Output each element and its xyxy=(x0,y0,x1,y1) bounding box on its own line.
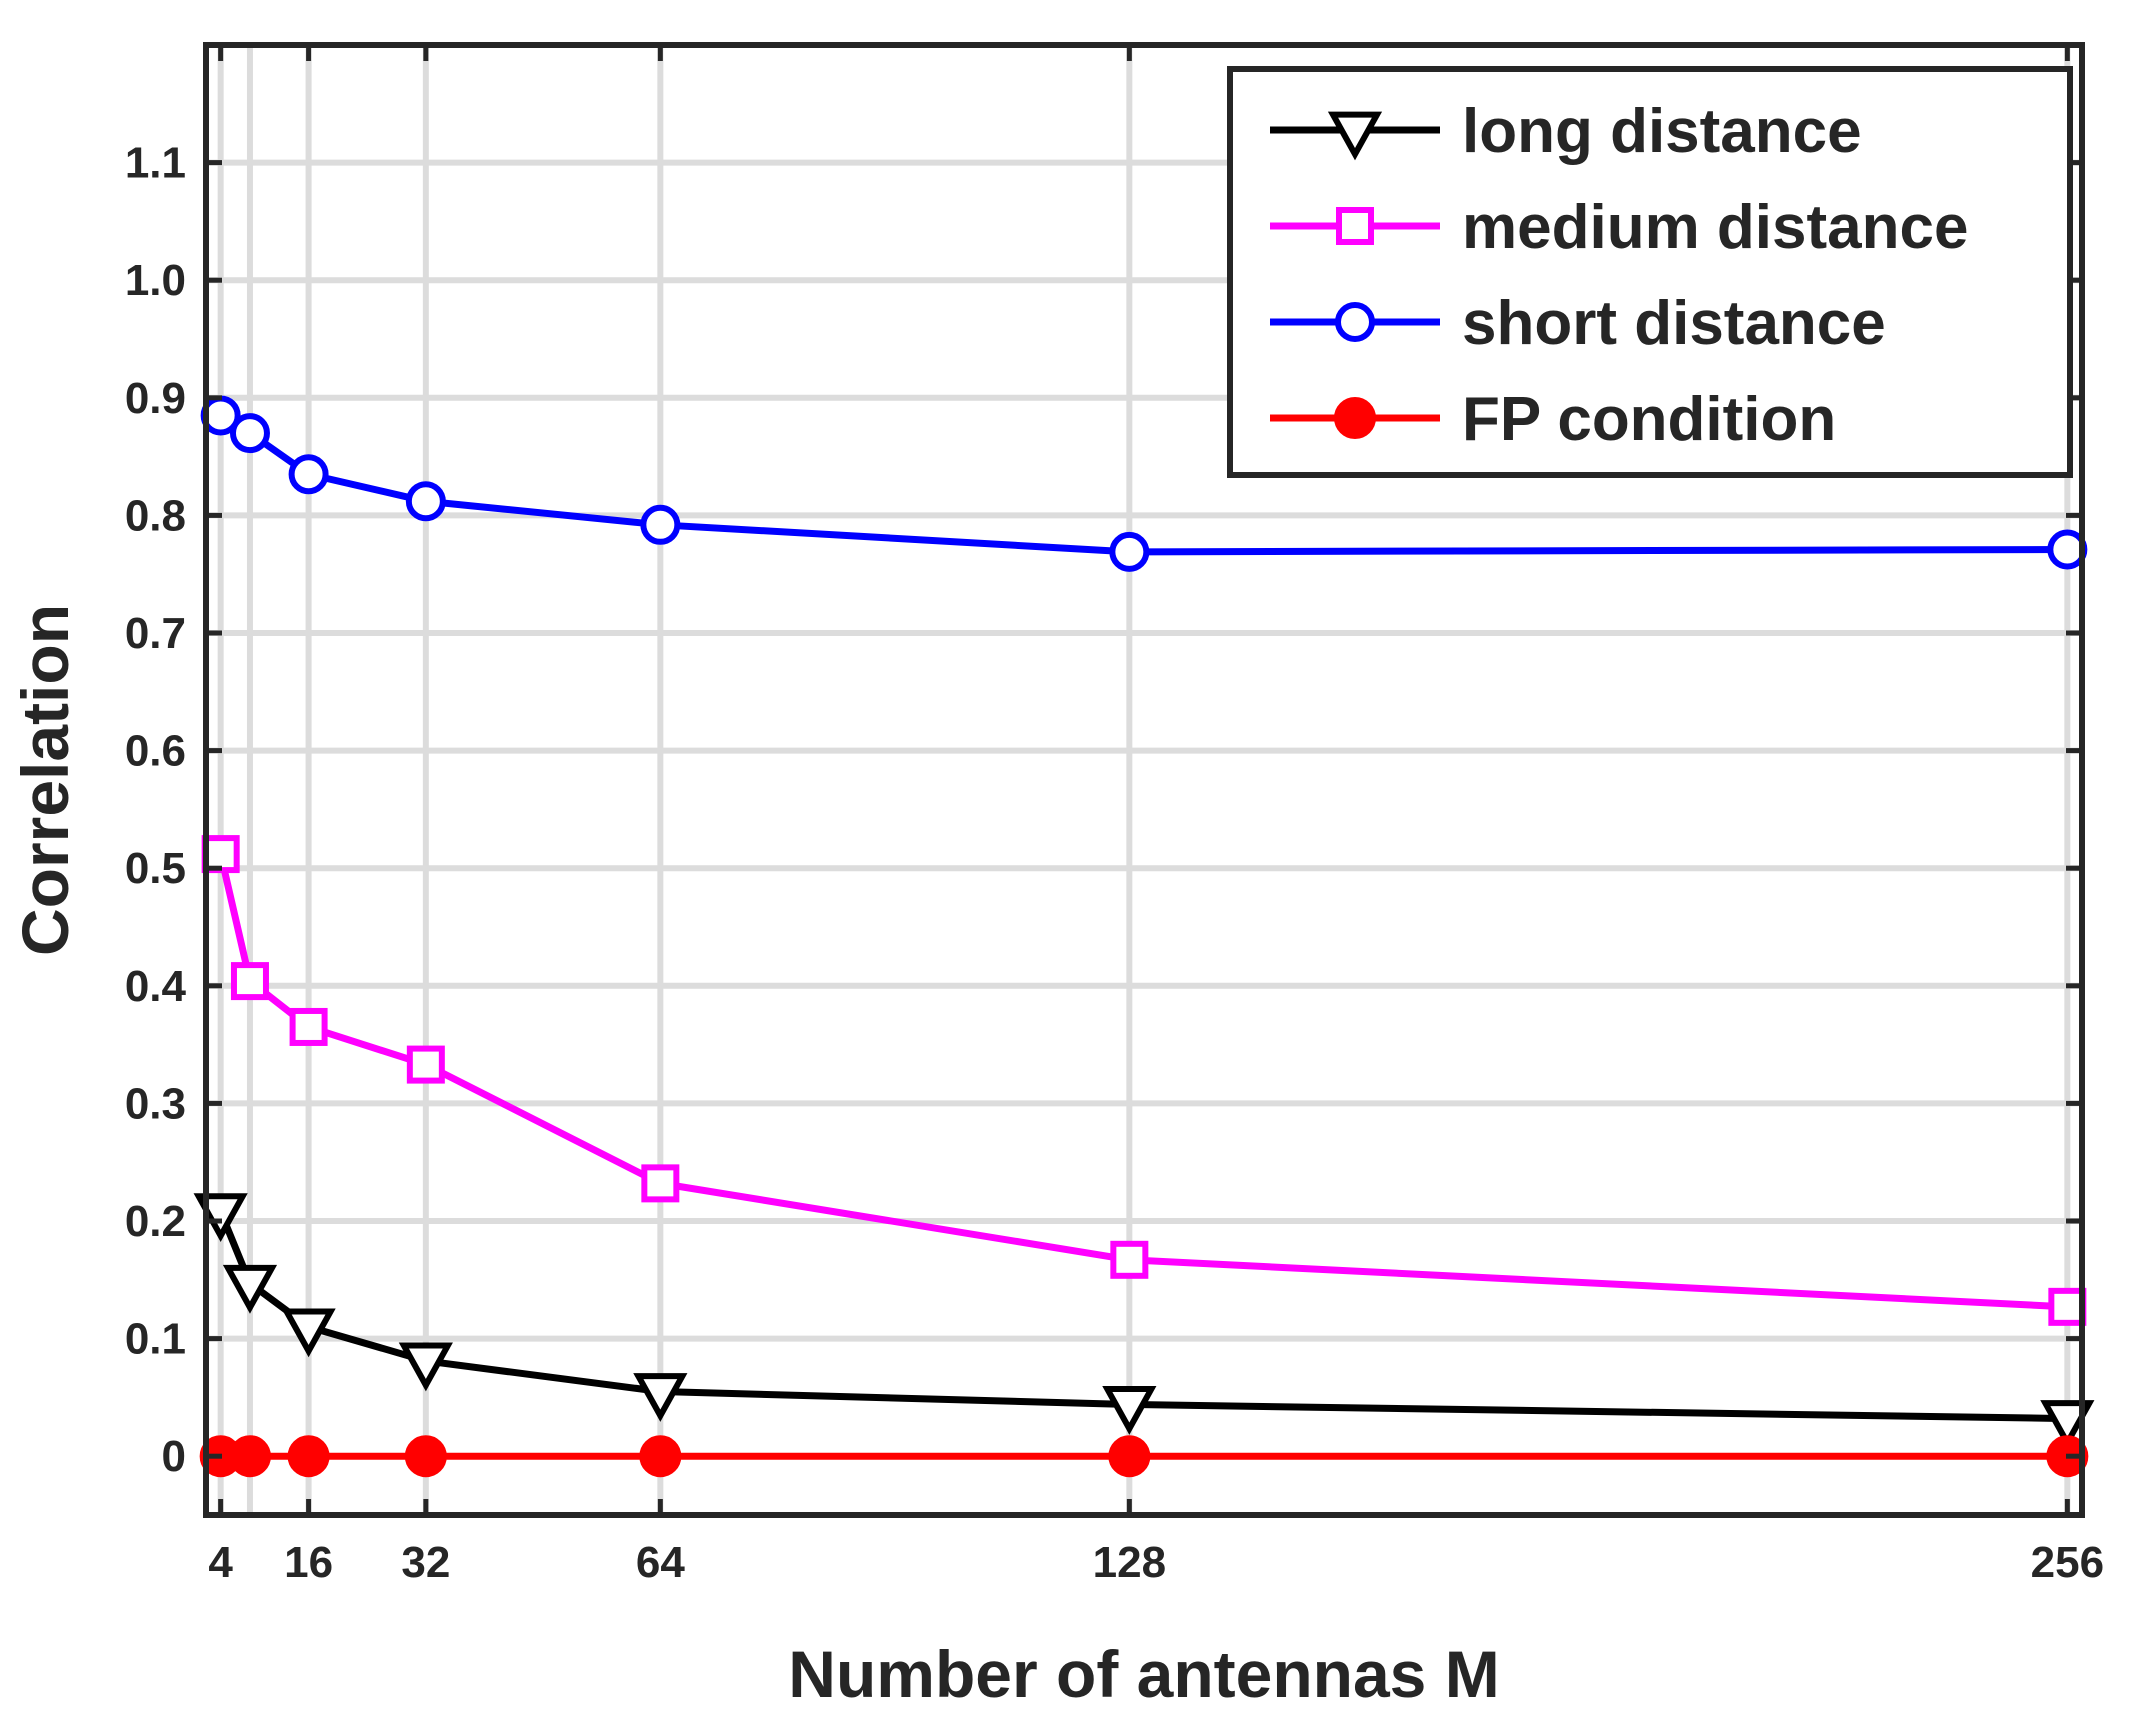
legend-label: FP condition xyxy=(1462,385,1836,454)
y-tick-label: 1.1 xyxy=(125,139,186,188)
plot-frame xyxy=(203,42,2085,1518)
legend-label: long distance xyxy=(1462,97,1862,166)
data-point-fp-condition xyxy=(639,1435,682,1478)
y-tick-label: 0.5 xyxy=(125,844,186,893)
legend-marker xyxy=(1335,302,1375,342)
legend: long distance medium distance short distan… xyxy=(1227,66,2073,478)
x-tick-label: 32 xyxy=(401,1538,450,1587)
legend-item-medium-distance: medium distance xyxy=(1270,193,1968,262)
x-axis-title: Number of antennas M xyxy=(788,1637,1499,1711)
legend-label: short distance xyxy=(1462,289,1886,358)
data-point-medium-distance xyxy=(230,962,269,1001)
x-tick-label: 4 xyxy=(208,1538,233,1587)
data-point-medium-distance xyxy=(201,835,240,874)
y-tick-label: 0.6 xyxy=(125,727,186,776)
series-medium-distance xyxy=(201,835,2087,1326)
data-point-short-distance xyxy=(1109,531,1150,572)
y-tick-label: 0.1 xyxy=(125,1315,186,1364)
legend-item-fp-condition: FP condition xyxy=(1270,385,1836,454)
data-point-fp-condition xyxy=(228,1435,271,1478)
data-point-long-distance xyxy=(2040,1400,2095,1449)
data-point-long-distance xyxy=(193,1193,248,1242)
y-tick-label: 0.9 xyxy=(125,374,186,423)
y-tick-label: 0.7 xyxy=(125,609,186,658)
x-tick-label: 16 xyxy=(284,1538,333,1587)
legend-marker xyxy=(1336,207,1374,245)
data-point-short-distance xyxy=(288,454,329,495)
data-point-long-distance xyxy=(281,1308,336,1358)
y-tick-label: 1.0 xyxy=(125,256,186,305)
x-tick-label: 256 xyxy=(2031,1538,2104,1587)
series-layer xyxy=(193,395,2095,1478)
data-point-short-distance xyxy=(640,504,681,545)
y-tick-label: 0 xyxy=(162,1432,186,1481)
y-tick-label: 0.2 xyxy=(125,1197,186,1246)
series-fp-condition xyxy=(199,1435,2089,1478)
data-point-medium-distance xyxy=(406,1045,445,1084)
y-tick-label: 0.8 xyxy=(125,491,186,540)
legend-label: medium distance xyxy=(1462,193,1968,262)
legend-marker xyxy=(1334,397,1376,439)
legend-item-short-distance: short distance xyxy=(1270,289,1886,358)
x-axis-ticks: 4 16 32 64 128 256 xyxy=(208,45,2104,1587)
x-tick-label: 64 xyxy=(636,1538,685,1587)
y-tick-label: 0.4 xyxy=(125,962,187,1011)
series-long-distance xyxy=(193,1193,2095,1449)
data-point-short-distance xyxy=(229,413,270,454)
legend-marker xyxy=(1327,111,1383,161)
data-point-long-distance xyxy=(222,1264,278,1314)
data-point-fp-condition xyxy=(404,1435,447,1478)
data-point-long-distance xyxy=(398,1342,453,1392)
data-point-medium-distance xyxy=(289,1007,328,1046)
data-point-fp-condition xyxy=(287,1435,330,1478)
x-tick-label: 128 xyxy=(1093,1538,1166,1587)
y-axis-title: Correlation xyxy=(8,604,82,956)
series-short-distance xyxy=(200,395,2088,572)
data-point-fp-condition xyxy=(1108,1435,1151,1478)
legend-item-long-distance: long distance xyxy=(1270,97,1862,166)
data-point-short-distance xyxy=(405,481,446,522)
data-point-medium-distance xyxy=(1110,1240,1149,1279)
data-point-long-distance xyxy=(1102,1386,1157,1435)
y-axis-ticks: 0 0.1 0.2 0.3 0.4 0.5 0.6 0.7 0.8 0.9 1.0 1.1 xyxy=(125,139,2082,1481)
data-point-medium-distance xyxy=(2048,1287,2087,1326)
y-tick-label: 0.3 xyxy=(125,1079,186,1128)
data-point-long-distance xyxy=(633,1373,688,1422)
data-point-medium-distance xyxy=(641,1164,680,1203)
